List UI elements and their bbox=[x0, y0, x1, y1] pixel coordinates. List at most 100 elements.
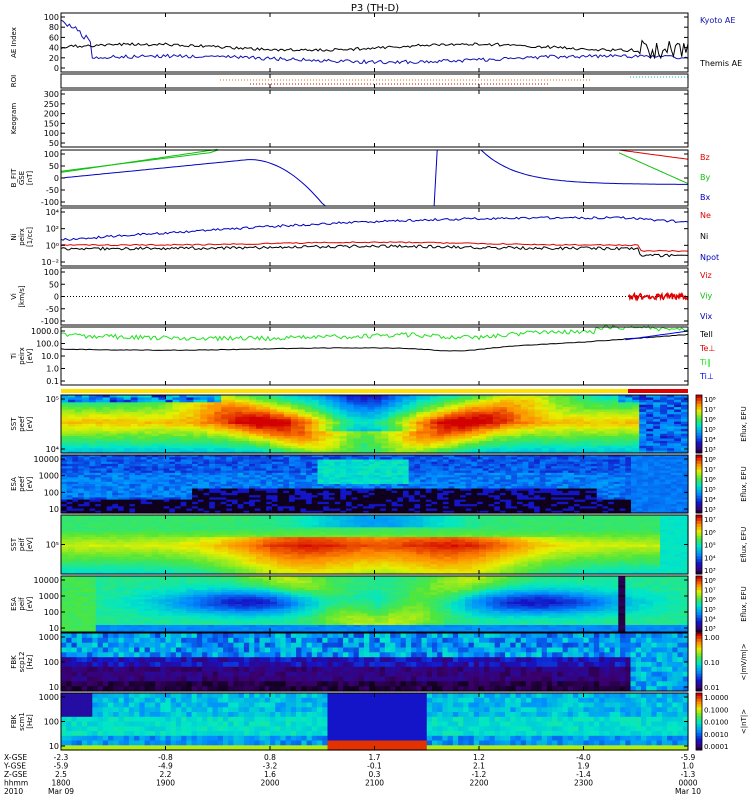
esa_e-ylabel-line: ESA bbox=[10, 477, 18, 491]
xaxis-value: 0.3 bbox=[369, 770, 381, 779]
esa_e-cbar-label: Eflux, EFU bbox=[740, 466, 748, 501]
bfit-legend-bz: Bz bbox=[700, 153, 710, 162]
bfit-ytick: 0 bbox=[54, 174, 59, 183]
xaxis-row-label: hhmm bbox=[4, 779, 28, 788]
dens-ylabel-line: peirx bbox=[18, 228, 26, 246]
fbk_b-cbar-tick: 1.00 bbox=[704, 634, 720, 642]
ni-line bbox=[60, 244, 689, 258]
keogram-ytick: 250 bbox=[44, 100, 59, 109]
temp-legend-tell: Tell bbox=[699, 330, 713, 339]
roi-ylabel-line: ROI bbox=[10, 75, 18, 87]
temp-legend-te: Te⊥ bbox=[699, 344, 715, 353]
sst_i-colorbar bbox=[695, 514, 703, 575]
esa_i-ytick: 10000 bbox=[34, 576, 59, 585]
xaxis-value: 1.6 bbox=[264, 770, 276, 779]
keogram-ytick: 300 bbox=[44, 90, 59, 99]
xaxis-value: 2100 bbox=[365, 779, 384, 788]
xaxis-value: -5.9 bbox=[681, 753, 696, 762]
xaxis-value: 1.9 bbox=[578, 762, 590, 771]
esa_e-ytick: 10 bbox=[49, 505, 59, 514]
temp-ylabel: Tipeirx[eV] bbox=[10, 347, 34, 365]
by-line bbox=[60, 148, 218, 173]
vel-legend-viz: Viz bbox=[700, 271, 712, 280]
xaxis-row-label: Y-GSE bbox=[3, 762, 26, 771]
sst_e-cbar-tick: 10⁶ bbox=[704, 416, 716, 424]
fbk_b-ylabel-line: scp12 bbox=[18, 652, 26, 673]
xaxis-value: 1800 bbox=[51, 779, 70, 788]
fbk_s-ylabel: FBKscm1[Hz] bbox=[10, 712, 34, 731]
xaxis-value: 0000 bbox=[678, 779, 697, 788]
bx-line-3 bbox=[480, 149, 688, 185]
esa_i-ylabel-line: peif bbox=[18, 597, 26, 611]
vel-legend-vix: Vix bbox=[700, 312, 713, 321]
bfit-ylabel-line: GSE bbox=[18, 171, 26, 185]
bfit-ylabel-line: [nT] bbox=[26, 171, 34, 185]
bfit-ytick: 100 bbox=[44, 150, 59, 159]
temp-ytick: 100.0 bbox=[36, 340, 59, 349]
xaxis-value: -3.2 bbox=[263, 762, 278, 771]
kyoto-ae-line bbox=[60, 19, 689, 65]
esa_e-ylabel-line: peef bbox=[18, 476, 26, 492]
mode-bar bbox=[61, 389, 688, 393]
vel-panel-frame bbox=[60, 267, 689, 326]
temp-ytick: 10.0 bbox=[41, 352, 59, 361]
temp-legend-ti: Ti∥ bbox=[699, 358, 711, 367]
sst_e-ylabel-line: peef bbox=[18, 416, 26, 432]
fbk_b-ylabel: FBKscp12[Hz] bbox=[10, 652, 34, 673]
fbk_s-colorbar bbox=[695, 692, 703, 751]
esa_e-cbar-tick: 10³ bbox=[704, 506, 716, 514]
xaxis-value: 1.2 bbox=[473, 753, 485, 762]
esa_i-ylabel-line: [eV] bbox=[26, 596, 34, 611]
sst_i-spectrogram bbox=[61, 515, 689, 575]
bfit-ylabel: B_FITGSE[nT] bbox=[10, 168, 34, 187]
sst_e-ylabel: SSTpeef[eV] bbox=[10, 416, 34, 432]
fbk_s-ytick: 1000 bbox=[39, 693, 59, 702]
xaxis-value: -0.8 bbox=[158, 753, 173, 762]
sst_i-cbar-tick: 10⁶ bbox=[704, 529, 716, 537]
temp-ylabel-line: Ti bbox=[10, 353, 18, 360]
sst_i-cbar-tick: 10³ bbox=[704, 567, 716, 575]
vel-ytick: 0 bbox=[54, 293, 59, 302]
fbk_b-spectrogram bbox=[61, 633, 689, 692]
ae-legend-themisae: Themis AE bbox=[699, 59, 742, 68]
fbk_s-cbar-tick: 0.0001 bbox=[704, 743, 729, 751]
fbk_b-colorbar bbox=[695, 632, 703, 692]
dens-ytick: 10⁴ bbox=[46, 208, 59, 217]
sst_e-cbar-tick: 10⁷ bbox=[704, 406, 716, 414]
ae-ylabel: AE Index bbox=[10, 27, 18, 58]
xaxis-value: 2.5 bbox=[55, 770, 67, 779]
sst_i-ylabel: SSTpeif[eV] bbox=[10, 537, 34, 552]
roi-ylabel: ROI bbox=[10, 75, 18, 87]
sst_e-ylabel-line: [eV] bbox=[26, 416, 34, 431]
xaxis-value: 2.1 bbox=[473, 762, 485, 771]
dens-ytick: 10⁰ bbox=[46, 241, 59, 250]
by-line-end bbox=[618, 152, 689, 185]
fbk_b-ylabel-line: FBK bbox=[10, 655, 18, 669]
dens-ytick: 10² bbox=[46, 225, 59, 234]
fbk_s-cbar-label: <|nT|> bbox=[740, 709, 748, 734]
temp-ylabel-line: peirx bbox=[18, 347, 26, 365]
xaxis-value: 2.2 bbox=[160, 770, 172, 779]
esa_e-colorbar bbox=[695, 454, 703, 514]
sst_e-cbar-label: Eflux, EFU bbox=[740, 406, 748, 441]
vel-ylabel: Vi[km/s] bbox=[10, 285, 26, 308]
xaxis-value: -4.0 bbox=[576, 753, 591, 762]
fbk_b-ytick: 10 bbox=[49, 683, 59, 692]
temp-ytick: 0.1 bbox=[46, 377, 59, 386]
fbk_s-cbar-tick: 0.1000 bbox=[704, 706, 729, 714]
dens-ylabel-line: Ni bbox=[10, 233, 18, 240]
fbk_s-ytick: 10 bbox=[49, 742, 59, 751]
esa_e-ylabel: ESApeef[eV] bbox=[10, 476, 34, 492]
sst_e-ylabel-line: SST bbox=[10, 417, 18, 431]
esa_e-ytick: 100 bbox=[44, 488, 59, 497]
fbk_b-cbar-label: <|mV/m|> bbox=[740, 643, 748, 680]
fbk_s-ylabel-line: FBK bbox=[10, 714, 18, 728]
sst_e-ytick: 10⁴ bbox=[46, 445, 59, 454]
fbk_b-cbar-tick: 0.01 bbox=[704, 684, 720, 692]
sst_e-cbar-tick: 10⁸ bbox=[704, 396, 716, 404]
sst_e-cbar-tick: 10⁵ bbox=[704, 426, 716, 434]
xaxis-value: 2300 bbox=[574, 779, 593, 788]
keogram-ytick: 100 bbox=[44, 129, 59, 138]
temp-legend-ti: Ti⊥ bbox=[699, 372, 714, 381]
sst_i-cbar-tick: 10⁷ bbox=[704, 516, 716, 524]
